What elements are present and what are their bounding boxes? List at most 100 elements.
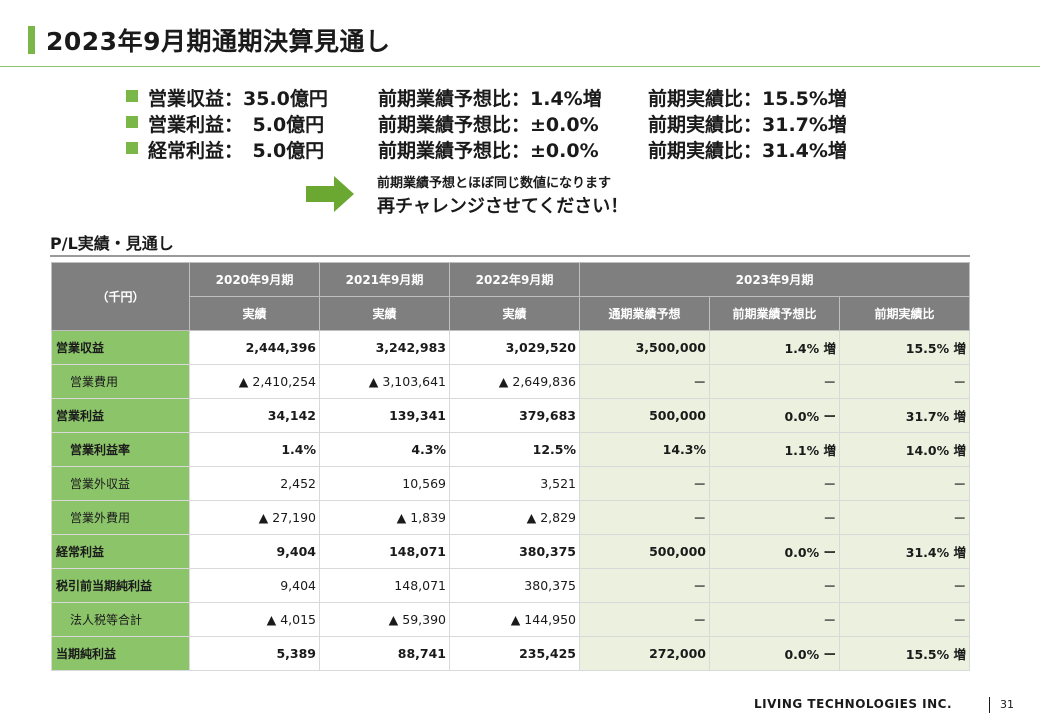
table-cell: 0.0% ー [709,534,840,569]
summary-vs-actual: 前期実績比：31.7%増 [648,114,847,136]
challenge-line-1: 前期業績予想とほぼ同じ数値になります [377,176,612,191]
table-cell: 1.1% 増 [709,432,840,467]
table-cell: 9,404 [189,534,320,569]
row-label: 営業利益率 [51,432,190,467]
table-cell: 500,000 [579,534,710,569]
table-subheader-row: 実績 実績 実績 通期業績予想 前期業績予想比 前期実績比 [52,296,970,331]
summary-vs-actual: 前期実績比：15.5%増 [648,88,847,110]
table-cell: 31.4% 増 [839,534,970,569]
year-header: 2022年9月期 [449,262,580,297]
table-cell: 0.0% ー [709,398,840,433]
table-cell: 139,341 [319,398,450,433]
table-cell: ▲ 27,190 [189,500,320,535]
table-row: 営業外費用 ▲ 27,190 ▲ 1,839 ▲ 2,829 ーーー [51,500,970,535]
table-cell: 1.4% 増 [709,330,840,365]
table-cell: 379,683 [449,398,580,433]
table-cell: ▲ 59,390 [319,602,450,637]
table-cell: 380,375 [449,568,580,603]
summary-vs-forecast: 前期業績予想比：±0.0% [378,114,599,136]
table-cell: 14.0% 増 [839,432,970,467]
table-cell: ー [579,568,710,603]
title-divider [0,66,1040,67]
table-cell: 34,142 [189,398,320,433]
pl-table: （千円） 2020年9月期 2021年9月期 2022年9月期 2023年9月期… [51,262,970,671]
table-cell: 3,029,520 [449,330,580,365]
row-label: 法人税等合計 [51,602,190,637]
table-cell: ー [839,568,970,603]
row-label: 営業費用 [51,364,190,399]
table-cell: 15.5% 増 [839,636,970,671]
table-cell: 148,071 [319,534,450,569]
table-row: 経常利益 9,404 148,071 380,375 500,000 0.0% ー 31.4… [51,534,970,569]
table-row: 税引前当期純利益 9,404 148,071 380,375 ーーー [51,568,970,603]
subheader: 実績 [189,296,320,331]
table-row: 営業利益 34,142 139,341 379,683 500,000 0.0% ー 31.… [51,398,970,433]
summary-metric: 営業収益：35.0億円 [148,88,328,110]
footer-divider [989,697,990,713]
table-cell: ▲ 1,839 [319,500,450,535]
summary-metric: 経常利益： 5.0億円 [148,140,325,162]
square-bullet-icon [126,90,138,102]
summary-metric: 営業利益： 5.0億円 [148,114,325,136]
table-row: 当期純利益 5,389 88,741 235,425 272,000 0.0% ー 15.5… [51,636,970,671]
summary-vs-actual: 前期実績比：31.4%増 [648,140,847,162]
table-cell: ▲ 2,410,254 [189,364,320,399]
table-row: 営業収益 2,444,396 3,242,983 3,029,520 3,500,000… [51,330,970,365]
row-label: 営業収益 [51,330,190,365]
table-cell: ー [839,466,970,501]
row-label: 税引前当期純利益 [51,568,190,603]
challenge-message: 前期業績予想とほぼ同じ数値になります 再チャレンジさせてください！ [377,172,628,218]
table-cell: ー [579,602,710,637]
table-cell: 9,404 [189,568,320,603]
title-bar: 2023年9月期通期決算見通し [0,0,1040,68]
square-bullet-icon [126,116,138,128]
table-cell: 0.0% ー [709,636,840,671]
table-cell: 4.3% [319,432,450,467]
section-title: P/L実績・見通し [50,234,174,253]
table-cell: 88,741 [319,636,450,671]
table-cell: 148,071 [319,568,450,603]
table-cell: ▲ 144,950 [449,602,580,637]
table-cell: 3,521 [449,466,580,501]
table-cell: ▲ 2,649,836 [449,364,580,399]
table-row: 営業利益率 1.4% 4.3% 12.5% 14.3% 1.1% 増 14.0% 増 [51,432,970,467]
table-cell: ー [839,364,970,399]
table-cell: ー [579,364,710,399]
table-cell: 1.4% [189,432,320,467]
table-cell: 12.5% [449,432,580,467]
table-cell: 15.5% 増 [839,330,970,365]
table-cell: 380,375 [449,534,580,569]
subheader: 前期実績比 [839,296,970,331]
table-cell: ー [709,466,840,501]
row-label: 営業外収益 [51,466,190,501]
summary-vs-forecast: 前期業績予想比：±0.0% [378,140,599,162]
table-body: 営業収益 2,444,396 3,242,983 3,029,520 3,500,000… [51,330,970,671]
subheader: 通期業績予想 [579,296,710,331]
unit-header: （千円） [51,262,190,331]
table-cell: ▲ 2,829 [449,500,580,535]
subheader: 実績 [449,296,580,331]
table-cell: 3,500,000 [579,330,710,365]
subheader: 実績 [319,296,450,331]
row-label: 当期純利益 [51,636,190,671]
table-cell: ー [839,500,970,535]
table-cell: 272,000 [579,636,710,671]
table-cell: 2,452 [189,466,320,501]
row-label: 営業利益 [51,398,190,433]
table-cell: ー [709,500,840,535]
table-cell: 5,389 [189,636,320,671]
page-title: 2023年9月期通期決算見通し [46,27,391,56]
challenge-line-2: 再チャレンジさせてください！ [377,196,629,217]
table-cell: 2,444,396 [189,330,320,365]
table-cell: 14.3% [579,432,710,467]
section-divider [50,255,970,257]
table-cell: ▲ 3,103,641 [319,364,450,399]
table-row: 営業外収益 2,452 10,569 3,521 ーーー [51,466,970,501]
square-bullet-icon [126,142,138,154]
table-cell: 31.7% 増 [839,398,970,433]
year-header: 2023年9月期 [579,262,970,297]
summary-vs-forecast: 前期業績予想比：1.4%増 [378,88,602,110]
table-cell: ー [709,364,840,399]
table-cell: 10,569 [319,466,450,501]
table-cell: ー [709,602,840,637]
